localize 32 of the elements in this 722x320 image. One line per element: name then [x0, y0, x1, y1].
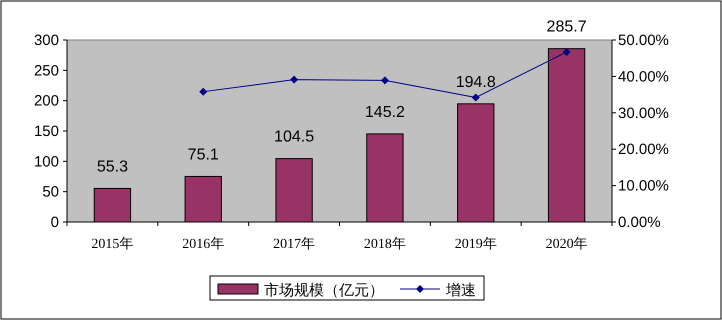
data-label: 285.7: [546, 18, 587, 36]
y-tick-label: 200: [34, 92, 59, 110]
legend-label: 市场规模（亿元）: [264, 282, 384, 299]
point: [380, 76, 389, 84]
data-label: 194.8: [456, 74, 496, 91]
y-tick-label: 0: [50, 214, 59, 231]
x-tick-label: 2020年: [546, 236, 588, 252]
x-tick-label: 2017年: [273, 236, 316, 252]
point: [562, 48, 571, 56]
data-label: 145.2: [364, 104, 406, 121]
y-tick-label: 50: [42, 184, 59, 201]
y-tick-label: 150: [34, 123, 59, 140]
legend-label: 增速: [445, 282, 476, 299]
y-tick-label: 300: [34, 32, 59, 49]
x-tick-label: 2015年: [91, 236, 134, 252]
y2-tick-label: 10.00%: [618, 178, 669, 195]
x-tick-label: 2019年: [454, 236, 497, 252]
y2-tick-label: 50.00%: [618, 32, 669, 49]
y-tick-label: 250: [34, 62, 59, 80]
point: [472, 94, 480, 102]
data-label: 55.3: [96, 158, 128, 176]
y2-tick-label: 0.00%: [618, 214, 661, 231]
point: [290, 76, 298, 84]
point: [199, 88, 208, 96]
x-tick-label: 2018年: [364, 236, 406, 252]
data-label: 75.1: [188, 146, 219, 164]
y2-tick-label: 40.00%: [618, 68, 669, 86]
y2-tick-label: 20.00%: [618, 141, 669, 158]
y-tick-label: 100: [34, 153, 59, 170]
data-label: 104.5: [274, 128, 314, 146]
y2-tick-label: 30.00%: [618, 104, 669, 122]
x-tick-label: 2016年: [182, 236, 224, 252]
